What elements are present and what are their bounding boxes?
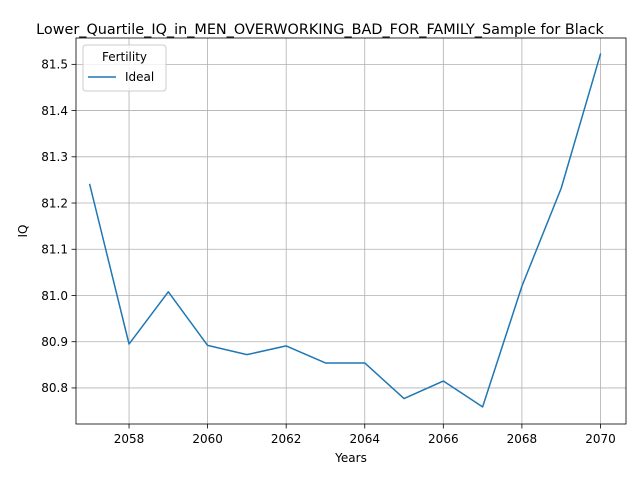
y-axis: 80.8 80.9 81.0 81.1 81.2 81.3 81.4 81.5 [41,58,76,395]
legend-box [82,44,167,92]
y-tick-label: 81.4 [41,104,68,118]
series-line-ideal [88,53,602,408]
y-axis-label: IQ [16,225,30,238]
legend-title: Fertility [102,50,147,64]
y-tick-label: 81.0 [41,289,68,303]
x-tick-label: 2064 [349,432,380,446]
x-tick-label: 2062 [271,432,302,446]
chart-title: Lower_Quartile_IQ_in_MEN_OVERWORKING_BAD… [36,22,604,38]
x-tick-label: 2070 [585,432,616,446]
y-tick-label: 81.1 [41,243,68,257]
legend: Fertility Ideal [82,44,167,92]
x-tick-label: 2066 [428,432,459,446]
x-axis-label: Years [334,451,367,465]
x-tick-label: 2058 [114,432,145,446]
y-tick-label: 80.9 [41,335,68,349]
y-tick-label: 81.5 [41,58,68,72]
series-layer [88,53,602,408]
plot-frame [75,37,627,425]
x-tick-label: 2068 [507,432,538,446]
grid [76,38,626,424]
y-tick-label: 81.3 [41,150,68,164]
y-tick-label: 80.8 [41,381,68,395]
y-tick-label: 81.2 [41,196,68,210]
x-tick-label: 2060 [192,432,223,446]
x-axis: 2058 2060 2062 2064 2066 2068 2070 [114,424,616,446]
legend-entry-ideal: Ideal [125,70,154,84]
